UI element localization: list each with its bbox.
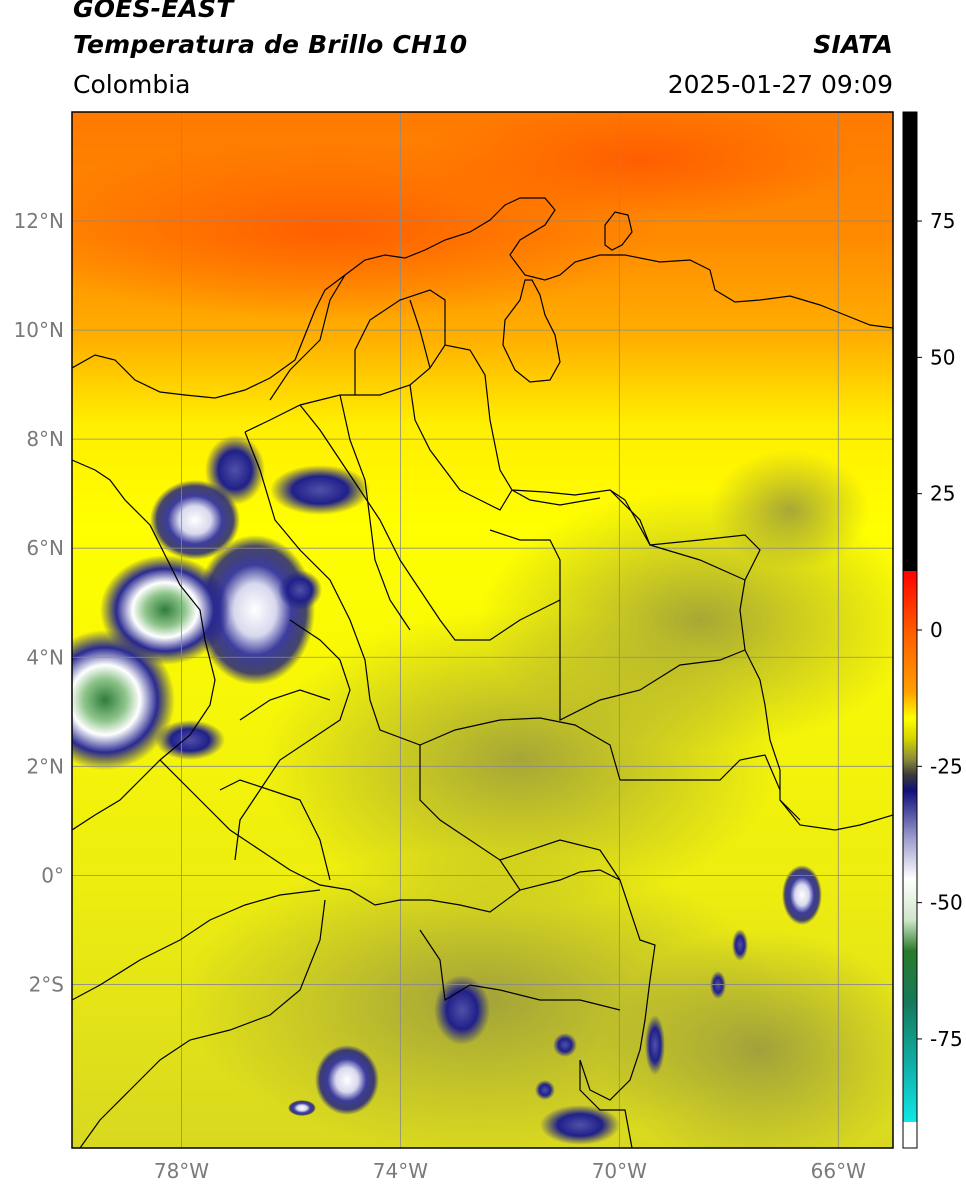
region-label: Colombia	[73, 70, 191, 99]
paraguana-peninsula	[604, 211, 633, 251]
lake-maracaibo	[502, 279, 561, 383]
ecuador-peru-border	[72, 889, 321, 1001]
lat-tick-label: 0°	[41, 863, 64, 887]
colorbar-tick-label: 0	[930, 618, 943, 642]
lat-tick-label: 8°N	[26, 427, 64, 451]
colorbar-tick-label: -50	[930, 891, 963, 915]
product-title: Temperatura de Brillo CH10	[73, 30, 468, 59]
lon-tick-label: 70°W	[592, 1159, 647, 1183]
lat-tick-label: 4°N	[26, 645, 64, 669]
lon-tick-label: 66°W	[811, 1159, 866, 1183]
lat-tick-label: 6°N	[26, 536, 64, 560]
lon-tick-label: 74°W	[373, 1159, 428, 1183]
colorbar-tick-label: 50	[930, 345, 955, 369]
colorbar-gradient	[902, 111, 918, 1149]
boundaries	[72, 197, 893, 1148]
lat-tick-label: 12°N	[14, 209, 64, 233]
vichada-border	[559, 600, 746, 721]
amazon-border	[620, 754, 781, 791]
latitude-labels: 12°N 10°N 8°N 6°N 4°N 2°N 0° 2°S	[14, 209, 64, 996]
colorbar-ticks: 75 50 25 0 -25 -50 -75	[917, 209, 963, 1051]
longitude-labels: 78°W 74°W 70°W 66°W	[154, 1159, 866, 1183]
colorbar-tick-label: 75	[930, 209, 955, 233]
timestamp-label: 2025-01-27 09:09	[667, 70, 893, 99]
colorbar-tick-label: -75	[930, 1027, 963, 1051]
lat-tick-label: 2°N	[26, 754, 64, 778]
lat-tick-label: 10°N	[14, 318, 64, 342]
agency-label: SIATA	[813, 30, 893, 59]
colorbar-tick-label: 25	[930, 482, 955, 506]
colorbar-tick-label: -25	[930, 754, 963, 778]
pacific-coastline	[72, 459, 216, 831]
lat-tick-label: 2°S	[29, 972, 64, 996]
caribbean-coastline	[72, 197, 893, 399]
colombia-border	[244, 344, 893, 831]
colorbar: 75 50 25 0 -25 -50 -75	[902, 111, 963, 1149]
graticule	[72, 112, 893, 1148]
satellite-title: GOES-EAST	[73, 0, 234, 23]
satellite-field	[72, 112, 893, 1148]
map-frame	[71, 111, 894, 1149]
lon-tick-label: 78°W	[154, 1159, 209, 1183]
colombia-south-border	[159, 759, 656, 1101]
